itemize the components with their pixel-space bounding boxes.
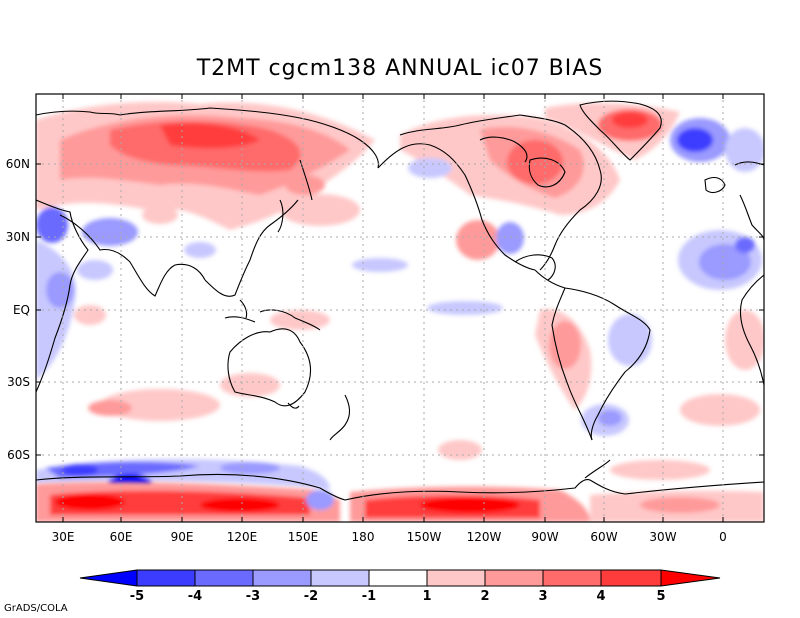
gridlines (36, 94, 764, 522)
colorbar-segment (543, 570, 601, 586)
colorbar-segment (137, 570, 195, 586)
lon-label: 150E (288, 530, 319, 544)
bias-field (36, 101, 764, 522)
colorbar-label: 4 (596, 589, 605, 604)
colorbar-segment (427, 570, 485, 586)
lon-label: 30W (649, 530, 676, 544)
coastlines (36, 100, 764, 501)
lat-label: 30S (7, 375, 30, 389)
lat-label: 30N (6, 230, 30, 244)
lon-label: 150W (407, 530, 442, 544)
colorbar-segment (485, 570, 543, 586)
lon-label: 180 (352, 530, 375, 544)
colorbar-label: 1 (422, 589, 431, 604)
colorbar-label: -1 (362, 589, 376, 604)
lon-label: 120W (467, 530, 502, 544)
colorbar: -5 -4 -3 -2 -1 1 2 3 4 5 (79, 569, 721, 604)
colorbar-label: -3 (246, 589, 260, 604)
colorbar-segment (195, 570, 253, 586)
lon-label: 60W (590, 530, 617, 544)
map-title: T2MT cgcm138 ANNUAL ic07 BIAS (196, 56, 604, 81)
lon-label: 120E (227, 530, 258, 544)
colorbar-label: 5 (656, 589, 665, 604)
lon-label: 90E (171, 530, 194, 544)
colorbar-segment (311, 570, 369, 586)
credit-text: GrADS/COLA (4, 603, 68, 614)
colorbar-arrow-high (661, 570, 720, 586)
colorbar-label: 2 (480, 589, 489, 604)
lat-label: EQ (13, 303, 30, 317)
axis-ticks (36, 94, 764, 522)
colorbar-label: -5 (130, 589, 144, 604)
colorbar-segment (253, 570, 311, 586)
colorbar-label: 3 (538, 589, 547, 604)
longitude-labels: 30E 60E 90E 120E 150E 180 150W 120W 90W … (52, 530, 727, 544)
latitude-labels: 60N 30N EQ 30S 60S (6, 157, 30, 462)
map-frame (35, 93, 765, 523)
lon-label: 30E (52, 530, 75, 544)
lon-label: 60E (110, 530, 133, 544)
lon-label: 0 (719, 530, 727, 544)
colorbar-arrow-low (80, 570, 137, 586)
lat-label: 60N (6, 157, 30, 171)
lat-label: 60S (7, 448, 30, 462)
colorbar-segment (601, 570, 661, 586)
lon-label: 90W (531, 530, 558, 544)
colorbar-segment (369, 570, 427, 586)
colorbar-label: -4 (188, 589, 202, 604)
colorbar-label: -2 (304, 589, 318, 604)
